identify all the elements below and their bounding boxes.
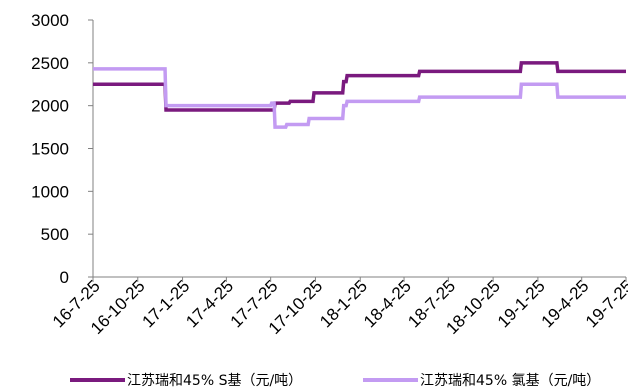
legend: 江苏瑞和45% S基（元/吨） 江苏瑞和45% 氯基（元/吨）	[70, 372, 600, 389]
x-tick-label: 18-1-25	[316, 276, 371, 331]
y-tick-label: 500	[41, 225, 69, 244]
legend-label-2: 江苏瑞和45% 氯基（元/吨）	[420, 372, 600, 389]
y-tick-label: 2000	[31, 97, 69, 116]
axes	[92, 20, 626, 278]
x-tick-label: 17-1-25	[139, 276, 194, 331]
x-tick-label: 17-4-25	[182, 276, 237, 331]
y-tick-label: 0	[60, 268, 69, 287]
x-tick-label: 19-4-25	[538, 276, 593, 331]
x-tick-label: 19-7-25	[582, 276, 628, 331]
y-tick-label: 1000	[31, 182, 69, 201]
series-line-2	[93, 67, 626, 129]
x-tick-label: 19-1-25	[494, 276, 549, 331]
legend-label-1: 江苏瑞和45% S基（元/吨）	[127, 372, 302, 389]
y-tick-label: 3000	[31, 11, 69, 30]
x-tick-label: 18-4-25	[360, 276, 415, 331]
y-tick-labels: 0 500 1000 1500 2000 2500 3000	[31, 11, 93, 287]
series-layer	[93, 61, 626, 129]
y-tick-label: 2500	[31, 54, 69, 73]
x-tick-labels: 16-7-2516-10-2517-1-2517-4-2517-7-2517-1…	[49, 276, 628, 338]
y-tick-label: 1500	[31, 140, 69, 159]
